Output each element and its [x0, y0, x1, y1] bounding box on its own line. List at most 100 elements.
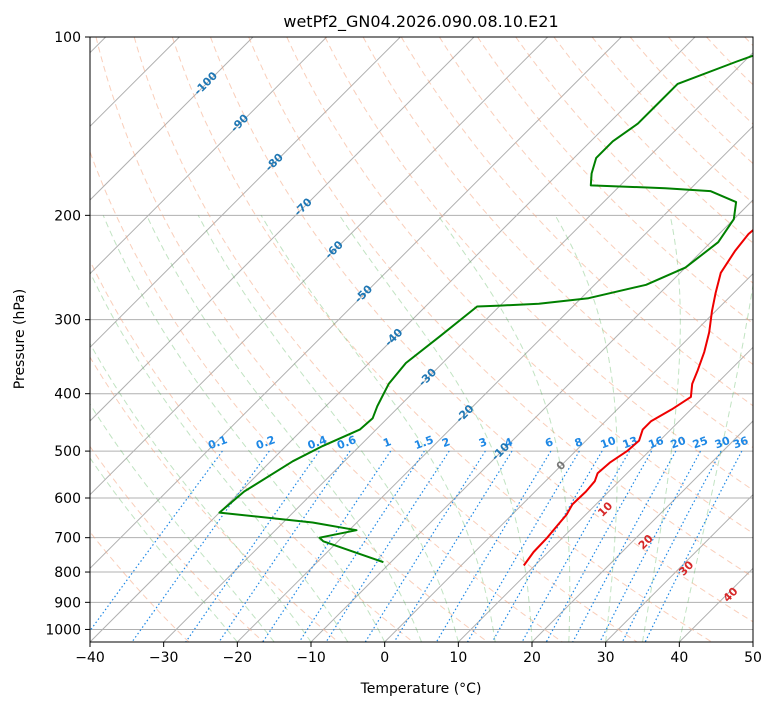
y-tick-label: 200 [54, 208, 81, 224]
isotherm-line [90, 37, 328, 275]
mixing-ratio-label: 13 [621, 434, 640, 451]
mixing-ratio-line [435, 450, 552, 642]
isotherm-line [236, 125, 753, 642]
x-tick-label: −30 [149, 650, 179, 666]
y-tick-label: 800 [54, 565, 81, 581]
mixing-ratio-line [521, 450, 631, 642]
isotherm-line [163, 51, 753, 642]
mixing-ratio-label: 0.4 [306, 433, 329, 452]
x-tick-label: −40 [75, 650, 105, 666]
y-axis-ticks: 100 200 300 400 500 600 700 800 900 1000 [45, 30, 90, 638]
dry-adiabat-line [400, 37, 753, 407]
mixing-ratio-label: 16 [647, 434, 666, 452]
mixing-ratio-line [364, 450, 486, 642]
x-tick-label: −20 [223, 650, 253, 666]
mixing-ratio-line [466, 450, 580, 642]
mixing-ratio-label: 0.2 [254, 433, 277, 452]
mixing-ratio-line [572, 450, 677, 642]
plot-frame [89, 36, 754, 643]
y-tick-label: 900 [54, 595, 81, 611]
dry-adiabat-line [133, 37, 638, 642]
moist-adiabat-line [554, 215, 618, 642]
moist-adiabat-line [260, 215, 496, 642]
mixing-ratio-label: 20 [669, 434, 688, 452]
isotherm-line [90, 37, 475, 422]
background-lines [90, 37, 753, 642]
dry-adiabat-line [362, 37, 753, 449]
mixing-ratio-label: 8 [573, 435, 585, 450]
mixing-ratio-label: 25 [691, 434, 710, 451]
chart-title: wetPf2_GN04.2026.090.08.10.E21 [283, 12, 558, 32]
dry-adiabat-line [210, 37, 753, 623]
x-tick-label: 10 [449, 650, 467, 666]
isotherm-line [90, 37, 622, 570]
moist-adiabat-line [90, 342, 312, 642]
y-tick-label: 300 [54, 313, 81, 329]
mixing-ratio-label: 0.1 [206, 433, 229, 452]
isotherm-line [457, 346, 753, 642]
dry-adiabat-line [553, 37, 753, 244]
y-tick-label: 100 [54, 30, 81, 46]
moist-adiabat-line [197, 215, 459, 642]
mixing-ratio-line [393, 450, 513, 642]
mixing-ratio-label: 6 [543, 435, 555, 450]
y-tick-label: 600 [54, 491, 81, 507]
x-axis-ticks: −40 −30 −20 −10 0 10 20 30 40 50 [75, 642, 762, 666]
x-tick-label: 20 [523, 650, 541, 666]
y-tick-label: 700 [54, 531, 81, 547]
profile-lines [218, 54, 753, 567]
temperature-profile-line [522, 228, 753, 567]
dry-adiabat-line [286, 37, 753, 534]
x-tick-label: 40 [670, 650, 688, 666]
moist-adiabat-line [90, 271, 349, 642]
mixing-ratio-label: 3 [477, 435, 489, 450]
isotherm-line [90, 37, 549, 496]
dry-adiabat-line [90, 356, 339, 642]
dry-adiabat-line [90, 259, 414, 642]
moist-adiabat-line [90, 457, 238, 642]
dry-adiabat-line [95, 37, 563, 642]
mixing-ratio-line [621, 450, 722, 642]
mixing-ratio-label: 30 [713, 434, 732, 452]
mixing-ratio-label: 36 [731, 434, 750, 452]
mixing-ratio-label: 2 [440, 435, 452, 450]
y-tick-label: 1000 [45, 622, 81, 638]
isotherm-line [531, 420, 753, 642]
mixing-ratio-label: 4 [503, 435, 515, 450]
y-tick-label: 500 [54, 444, 81, 460]
dry-adiabat-line [591, 37, 753, 204]
mixing-ratio-line [599, 450, 702, 642]
moist-adiabat-line [678, 282, 753, 642]
isotherm-line [90, 37, 696, 642]
moist-adiabat-line [437, 215, 571, 642]
isotherm-line [90, 37, 401, 349]
dry-adiabat-line [438, 37, 753, 366]
dry-adiabat-line [171, 37, 712, 642]
mixing-ratio-line [545, 450, 653, 642]
x-tick-label: 50 [744, 650, 762, 666]
moist-adiabat-line [642, 215, 681, 642]
moist-adiabat-line [90, 403, 275, 642]
mixing-ratio-label: 1 [381, 435, 393, 450]
isotherm-line [384, 272, 753, 642]
dry-adiabat-line [90, 445, 264, 642]
dry-adiabat-line [248, 37, 753, 578]
x-tick-label: 30 [597, 650, 615, 666]
isotherm-line [90, 37, 254, 201]
mixing-ratio-line [218, 450, 351, 642]
moist-adiabat-line [339, 215, 533, 642]
x-axis-label: Temperature (°C) [360, 681, 482, 697]
isotherm-line [605, 493, 753, 642]
mixing-ratio-line [131, 450, 270, 642]
y-tick-label: 400 [54, 387, 81, 403]
moist-adiabat-line [146, 215, 422, 642]
mixing-ratio-label: 10 [599, 434, 618, 452]
dry-adiabat-line [324, 37, 753, 491]
y-axis-label: Pressure (hPa) [12, 289, 28, 389]
mixing-ratio-label: 1.5 [413, 433, 436, 452]
x-tick-label: 0 [380, 650, 389, 666]
mixing-ratio-line [491, 450, 603, 642]
mixing-ratio-line [185, 450, 320, 642]
